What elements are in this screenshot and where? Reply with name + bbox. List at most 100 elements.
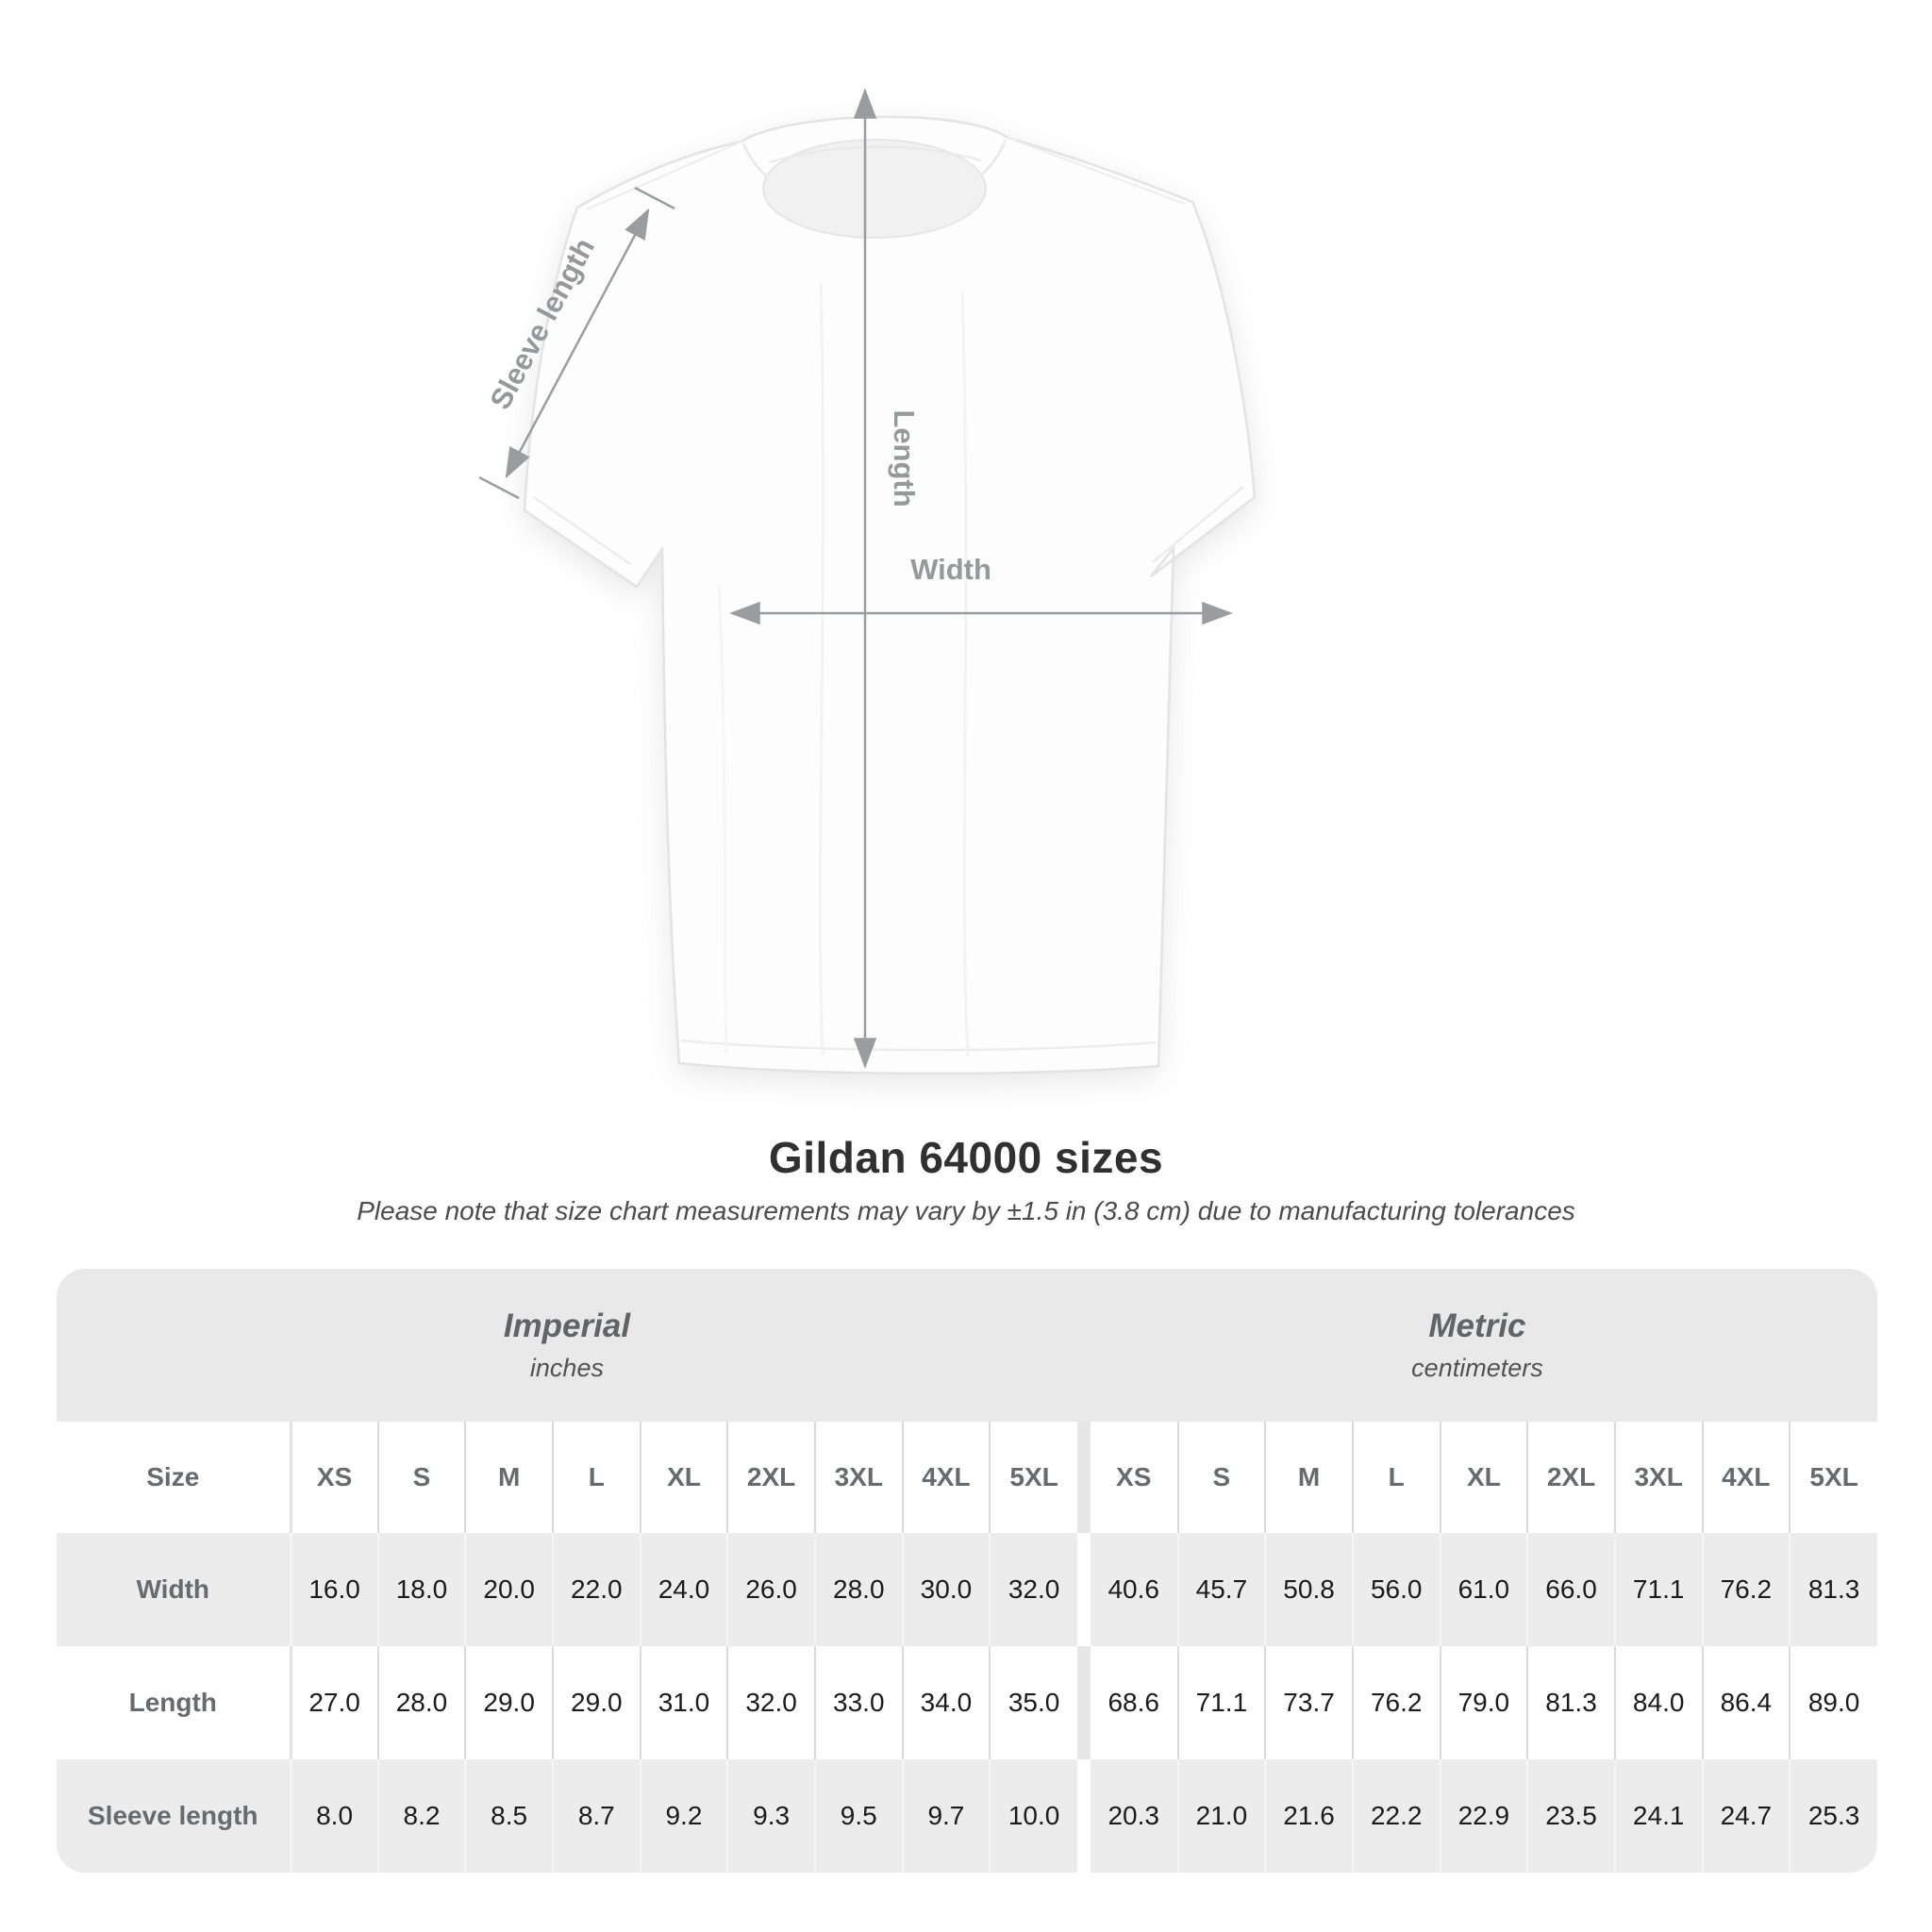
length-row: Length 27.0 28.0 29.0 29.0 31.0 32.0 33.… bbox=[57, 1646, 1877, 1759]
table-cell: 8.5 bbox=[464, 1759, 553, 1873]
table-cell: 22.0 bbox=[551, 1533, 641, 1646]
table-cell: 32.0 bbox=[989, 1533, 1077, 1646]
size-header-label: Size bbox=[146, 1462, 200, 1491]
table-cell: 81.3 bbox=[1789, 1533, 1877, 1646]
tshirt-illustration bbox=[523, 115, 1257, 1075]
size-header-metric: 3XL bbox=[1613, 1422, 1703, 1533]
tolerance-note: Please note that size chart measurements… bbox=[357, 1196, 1575, 1225]
size-header-imperial: 2XL bbox=[726, 1422, 815, 1533]
table-cell: 35.0 bbox=[989, 1646, 1077, 1759]
size-header-metric: 2XL bbox=[1526, 1422, 1615, 1533]
table-cell: 56.0 bbox=[1351, 1533, 1441, 1646]
unit-group-header-row: Imperial inches Metric centimeters bbox=[57, 1269, 1877, 1422]
table-cell: 71.1 bbox=[1613, 1533, 1703, 1646]
table-cell: 86.4 bbox=[1701, 1646, 1790, 1759]
metric-group-unit: centimeters bbox=[1411, 1354, 1543, 1382]
table-cell: 24.7 bbox=[1701, 1759, 1790, 1873]
table-cell: 25.3 bbox=[1789, 1759, 1877, 1873]
table-cell: 22.2 bbox=[1351, 1759, 1441, 1873]
table-cell: 26.0 bbox=[726, 1533, 815, 1646]
imperial-group-unit: inches bbox=[529, 1354, 604, 1382]
size-header-imperial: 3XL bbox=[813, 1422, 903, 1533]
table-cell: 40.6 bbox=[1108, 1574, 1159, 1604]
table-cell: 9.7 bbox=[901, 1759, 991, 1873]
table-divider bbox=[1076, 1533, 1091, 1646]
metric-group-title: Metric bbox=[1428, 1307, 1526, 1344]
imperial-group-title: Imperial bbox=[503, 1307, 631, 1344]
table-cell: 21.6 bbox=[1264, 1759, 1353, 1873]
sleeve-length-arrow bbox=[478, 186, 675, 500]
table-cell: 29.0 bbox=[551, 1646, 641, 1759]
size-header-imperial: L bbox=[551, 1422, 641, 1533]
table-cell: 73.7 bbox=[1264, 1646, 1353, 1759]
size-header-imperial: XS bbox=[289, 1422, 378, 1533]
table-divider bbox=[1076, 1422, 1091, 1533]
table-cell: 8.2 bbox=[376, 1759, 466, 1873]
table-cell: 20.3 bbox=[1108, 1801, 1159, 1830]
size-header-imperial: S bbox=[376, 1422, 466, 1533]
tshirt-measurement-diagram: Sleeve length Length Width bbox=[478, 88, 1257, 1075]
table-cell: 8.7 bbox=[551, 1759, 641, 1873]
metric-group-header: Metric centimeters bbox=[1076, 1269, 1877, 1422]
imperial-group-header: Imperial inches bbox=[57, 1269, 1077, 1422]
width-label: Width bbox=[910, 553, 991, 586]
table-cell: 34.0 bbox=[901, 1646, 991, 1759]
row-label: Sleeve length bbox=[87, 1801, 258, 1830]
table-cell: 21.0 bbox=[1176, 1759, 1266, 1873]
table-cell: 28.0 bbox=[376, 1646, 466, 1759]
table-cell: 66.0 bbox=[1526, 1533, 1615, 1646]
table-divider bbox=[1076, 1646, 1091, 1759]
size-header-metric: 4XL bbox=[1701, 1422, 1790, 1533]
table-cell: 22.9 bbox=[1439, 1759, 1528, 1873]
table-cell: 81.3 bbox=[1526, 1646, 1615, 1759]
table-cell: 84.0 bbox=[1613, 1646, 1703, 1759]
table-cell: 68.6 bbox=[1108, 1688, 1159, 1717]
size-header-imperial: XL bbox=[639, 1422, 728, 1533]
size-header-metric: 5XL bbox=[1789, 1422, 1877, 1533]
table-divider bbox=[1076, 1759, 1091, 1873]
table-cell: 18.0 bbox=[376, 1533, 466, 1646]
table-cell: 76.2 bbox=[1701, 1533, 1790, 1646]
table-cell: 23.5 bbox=[1526, 1759, 1615, 1873]
sleeve-length-row: Sleeve length 8.0 8.2 8.5 8.7 9.2 9.3 9.… bbox=[57, 1759, 1877, 1873]
size-chart-table: Imperial inches Metric centimeters Size … bbox=[57, 1269, 1877, 1873]
table-cell: 20.0 bbox=[464, 1533, 553, 1646]
size-header-row: Size XS S M L XL 2XL 3XL 4XL 5XL XS S M … bbox=[57, 1422, 1877, 1533]
row-label: Length bbox=[128, 1688, 217, 1717]
table-cell: 71.1 bbox=[1176, 1646, 1266, 1759]
table-cell: 61.0 bbox=[1439, 1533, 1528, 1646]
size-header-metric: S bbox=[1176, 1422, 1266, 1533]
table-cell: 29.0 bbox=[464, 1646, 553, 1759]
size-header-imperial: 4XL bbox=[901, 1422, 991, 1533]
table-cell: 31.0 bbox=[639, 1646, 728, 1759]
table-cell: 76.2 bbox=[1351, 1646, 1441, 1759]
table-cell: 9.2 bbox=[639, 1759, 728, 1873]
row-label: Width bbox=[136, 1574, 210, 1604]
page-title: Gildan 64000 sizes bbox=[768, 1133, 1164, 1182]
table-cell: 89.0 bbox=[1789, 1646, 1877, 1759]
width-row: Width 16.0 18.0 20.0 22.0 24.0 26.0 28.0… bbox=[57, 1533, 1877, 1646]
table-cell: 9.5 bbox=[813, 1759, 903, 1873]
table-cell: 27.0 bbox=[289, 1646, 378, 1759]
table-cell: 30.0 bbox=[901, 1533, 991, 1646]
table-cell: 50.8 bbox=[1264, 1533, 1353, 1646]
table-cell: 45.7 bbox=[1176, 1533, 1266, 1646]
size-header-metric: M bbox=[1264, 1422, 1353, 1533]
size-header-metric: L bbox=[1351, 1422, 1441, 1533]
table-cell: 28.0 bbox=[813, 1533, 903, 1646]
size-header-imperial: 5XL bbox=[989, 1422, 1077, 1533]
length-label: Length bbox=[888, 409, 921, 507]
size-header-imperial: M bbox=[464, 1422, 553, 1533]
size-header-metric: XS bbox=[1116, 1462, 1152, 1491]
table-cell: 10.0 bbox=[989, 1759, 1077, 1873]
table-cell: 24.1 bbox=[1613, 1759, 1703, 1873]
size-header-metric: XL bbox=[1439, 1422, 1528, 1533]
table-cell: 16.0 bbox=[289, 1533, 378, 1646]
table-cell: 24.0 bbox=[639, 1533, 728, 1646]
table-cell: 33.0 bbox=[813, 1646, 903, 1759]
table-cell: 32.0 bbox=[726, 1646, 815, 1759]
table-cell: 79.0 bbox=[1439, 1646, 1528, 1759]
table-cell: 9.3 bbox=[726, 1759, 815, 1873]
table-cell: 8.0 bbox=[289, 1759, 378, 1873]
